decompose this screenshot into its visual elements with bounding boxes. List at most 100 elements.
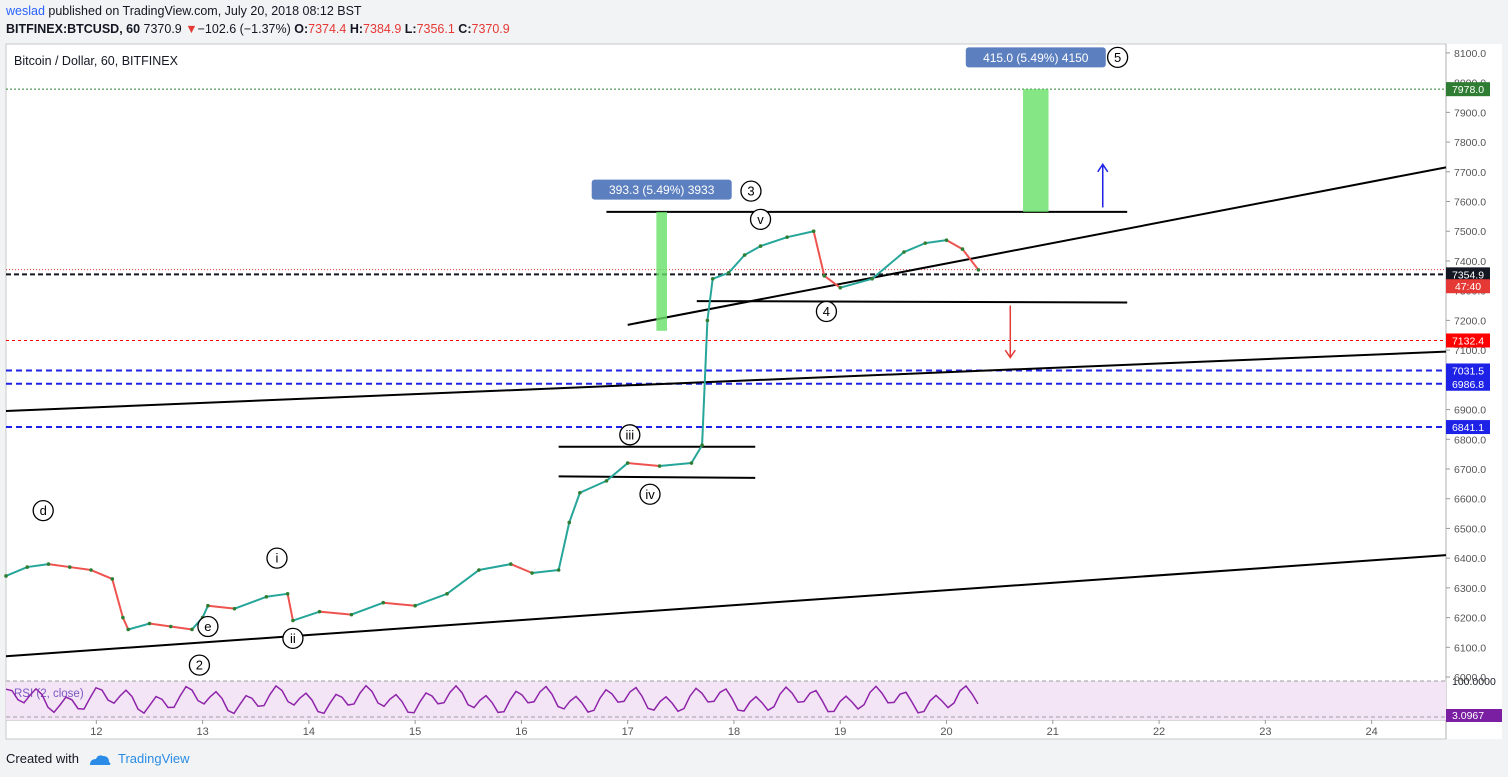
wave-circle (197, 615, 219, 638)
price-tick-label: 6000.0 (1454, 672, 1486, 684)
price-point (4, 574, 8, 578)
author-name[interactable]: weslad (6, 4, 45, 18)
price-segment (383, 601, 416, 607)
price-label: 7132.4 (1446, 333, 1490, 348)
price-segment (149, 622, 171, 628)
wave-label: 4 (815, 300, 838, 323)
price-tick-label: 7200.0 (1454, 315, 1486, 327)
price-label: 6841.1 (1446, 420, 1490, 435)
price-point (206, 603, 210, 608)
wave-label: 5 (1106, 46, 1129, 69)
price-point (147, 621, 152, 626)
price-tick-label: 7500.0 (1454, 226, 1486, 238)
price-series (4, 229, 981, 632)
price-segment (351, 601, 384, 616)
price-segment (744, 245, 762, 256)
price-point (758, 244, 763, 248)
wave-text: iv (645, 487, 655, 502)
price-segment (839, 277, 873, 289)
price-labels: 7978.0 7354.947:40 7132.4 7031.5 6986.8 6841.… (1446, 82, 1490, 435)
wave-text: 3 (747, 184, 754, 199)
wave-label: e (197, 615, 219, 638)
price-point (126, 627, 131, 632)
wave-circle (815, 300, 838, 323)
price-point (25, 565, 30, 569)
wave-label: i (266, 547, 288, 569)
horizontal-levels (6, 88, 1446, 429)
tradingview-link[interactable]: TradingView (118, 751, 190, 766)
time-tick-label: 18 (728, 726, 740, 738)
time-tick-label: 21 (1047, 726, 1059, 738)
rsi-panel (6, 681, 1446, 720)
price-point (657, 464, 662, 468)
price-segment (557, 522, 571, 571)
price-segment (659, 462, 692, 468)
price-segment (201, 605, 209, 618)
price-tick-label: 6100.0 (1454, 642, 1486, 654)
time-tick-label: 22 (1153, 726, 1165, 738)
price-segment (925, 239, 947, 245)
rsi-label: RSI (2, close) (14, 688, 84, 700)
price-segment (69, 566, 92, 572)
price-segment (871, 251, 905, 280)
price-point (944, 238, 949, 242)
price-point (870, 276, 874, 281)
price-point (960, 247, 965, 251)
rsi-last-badge (1446, 709, 1502, 722)
price-point (578, 490, 582, 495)
wave-circle (32, 499, 54, 522)
price-segment (27, 563, 49, 569)
price-label-text: 6841.1 (1452, 422, 1484, 434)
price-segment (266, 592, 288, 598)
price-segment (727, 254, 746, 274)
price-chart[interactable]: Bitcoin / Dollar, 60, BITFINEX RSI (2, c… (0, 40, 1508, 740)
wave-text: 4 (823, 304, 830, 319)
price-point (110, 577, 115, 581)
price-tick-label: 7100.0 (1454, 345, 1486, 357)
price-tick-label: 6400.0 (1454, 553, 1486, 565)
wave-circle (619, 424, 641, 446)
price-point (530, 571, 534, 575)
price-point (232, 606, 237, 611)
price-tick-label: 6300.0 (1454, 583, 1486, 595)
price-point (190, 627, 194, 632)
price-label-box (1446, 333, 1490, 348)
price-point (902, 250, 906, 254)
time-tick-label: 15 (409, 726, 421, 738)
wave-label: v (749, 208, 772, 230)
price-segment (760, 236, 788, 248)
price-label: 6986.8 (1446, 376, 1490, 391)
time-tick-label: 16 (515, 726, 527, 738)
price-point (291, 618, 295, 623)
high-label: H: (349, 22, 364, 36)
price-axis[interactable] (1446, 44, 1502, 739)
price-segment (90, 569, 113, 580)
price-tick-label: 6600.0 (1454, 494, 1486, 506)
high-value: 7384.9 (363, 22, 402, 36)
price-point (381, 600, 386, 605)
price-segment (121, 617, 130, 630)
wave-label: d (32, 499, 54, 522)
price-point (556, 568, 561, 572)
measure-box-2 (1023, 89, 1049, 212)
wave-text: ii (290, 631, 296, 646)
price-segment (207, 604, 235, 610)
price-label-box (1446, 267, 1490, 282)
price-segment (605, 462, 629, 482)
wave-label: iii (619, 424, 641, 446)
price-tick-label: 7900.0 (1454, 107, 1486, 119)
wave-circle (1106, 46, 1129, 69)
price-point (67, 565, 72, 569)
price-point (785, 235, 789, 239)
price-point (317, 609, 322, 614)
price-point (413, 603, 417, 608)
price-label: 7354.9 (1446, 267, 1490, 282)
price-segment (319, 610, 352, 616)
price-point (89, 568, 93, 572)
time-tick-label: 12 (90, 726, 102, 738)
wave-text: d (40, 503, 47, 518)
price-label-box (1446, 420, 1490, 435)
price-label-box (1446, 363, 1490, 378)
price-point (604, 479, 609, 483)
